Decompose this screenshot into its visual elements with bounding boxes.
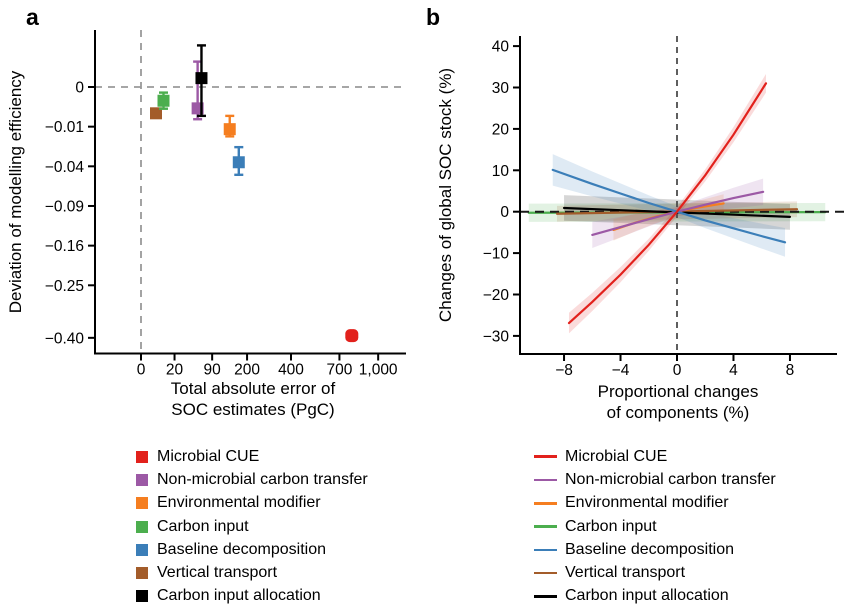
y-tick-label-b: 20 <box>492 121 510 138</box>
marker-square <box>345 329 359 343</box>
x-tick-label-a: 0 <box>137 362 146 379</box>
legend-item-label: Environmental modifier <box>157 494 321 512</box>
legend-item-vertical-transport: Vertical transport <box>534 561 776 584</box>
y-tick-label-a: −0.40 <box>45 330 85 347</box>
legend-item-label: Carbon input <box>565 517 657 535</box>
legend-item-label: Baseline decomposition <box>157 540 326 558</box>
x-tick-label-b: 4 <box>729 362 738 379</box>
y-tick-label-b: −20 <box>483 287 510 304</box>
legend-item-carbon-input-allocation: Carbon input allocation <box>534 585 776 608</box>
legend-item-environmental-modifier: Environmental modifier <box>136 492 368 515</box>
legend-square-swatch-environmental-modifier <box>136 497 148 510</box>
panel-b-letter: b <box>426 4 441 30</box>
legend-item-label: Non-microbial carbon transfer <box>157 470 368 488</box>
y-tick-label-b: 0 <box>500 204 509 221</box>
series-line-microbial-cue <box>567 82 768 325</box>
legend-line-swatch-microbial-cue <box>534 455 557 458</box>
data-point-microbial-cue <box>345 329 359 343</box>
charts-canvas: Deviation of modelling efficiency Total … <box>6 30 846 422</box>
legend-item-label: Carbon input allocation <box>157 587 321 605</box>
x-tick-label-b: 8 <box>786 362 795 379</box>
legend-line-swatch-environmental-modifier <box>534 501 557 505</box>
legend-item-label: Microbial CUE <box>157 447 260 465</box>
legend-item-non-microbial-carbon-transfer: Non-microbial carbon transfer <box>534 468 776 491</box>
panel-b-plot: −8 −4 0 4 8 40 30 20 10 0 −10 −20 −30 <box>483 36 846 379</box>
legend-item-non-microbial-carbon-transfer: Non-microbial carbon transfer <box>136 468 368 491</box>
legend-item-baseline-decomposition: Baseline decomposition <box>534 538 776 561</box>
legend-item-label: Non-microbial carbon transfer <box>565 470 776 488</box>
x-tick-label-a: 90 <box>204 362 222 379</box>
marker-square <box>223 123 236 136</box>
data-point-carbon-input-allocation <box>195 44 208 118</box>
legend-panel-a: Microbial CUE Non-microbial carbon transf… <box>136 445 368 608</box>
legend-line-swatch-vertical-transport <box>534 571 557 575</box>
x-tick-label-b: −4 <box>612 362 630 379</box>
x-tick-label-b: 0 <box>673 362 682 379</box>
legend-line-swatch-carbon-input-allocation <box>534 595 557 598</box>
legend-item-label: Vertical transport <box>157 564 278 582</box>
legend-item-microbial-cue: Microbial CUE <box>534 445 776 468</box>
legend-square-swatch-microbial-cue <box>136 450 148 463</box>
marker-square <box>232 156 245 169</box>
y-tick-label-a: −0.04 <box>45 159 85 176</box>
legend-item-carbon-input-allocation: Carbon input allocation <box>136 585 368 608</box>
y-tick-label-a: −0.25 <box>45 278 84 295</box>
legend-item-label: Environmental modifier <box>565 494 729 512</box>
marker-square <box>150 107 162 120</box>
legend-line-swatch-non-microbial-carbon-transfer <box>534 478 557 482</box>
y-tick-label-b: −10 <box>483 246 510 263</box>
x-tick-label-a: 20 <box>166 362 184 379</box>
legend-square-swatch-baseline-decomposition <box>136 543 148 556</box>
legend-item-environmental-modifier: Environmental modifier <box>534 492 776 515</box>
panel-a-plot: 0 20 90 200 400 700 1,000 0 −0.01 −0.04 −0.09 −0.16… <box>45 30 406 379</box>
ci-band-baseline-decomposition <box>552 154 786 257</box>
x-tick-label-a: 700 <box>326 362 352 379</box>
legend-line-swatch-baseline-decomposition <box>534 548 557 552</box>
y-tick-label-b: 40 <box>492 39 510 56</box>
data-point-environmental-modifier <box>223 114 236 138</box>
legend-line-swatch-carbon-input <box>534 525 557 528</box>
legend-item-label: Microbial CUE <box>565 447 668 465</box>
legend-item-label: Carbon input <box>157 517 249 535</box>
data-point-baseline-decomposition <box>232 145 245 176</box>
y-tick-label-b: 30 <box>492 80 510 97</box>
legend-item-label: Vertical transport <box>565 564 686 582</box>
panel-b-x-axis-title-line2: of components (%) <box>607 403 750 422</box>
y-tick-label-b: 10 <box>492 163 510 180</box>
legend-item-carbon-input: Carbon input <box>534 515 776 538</box>
legend-square-swatch-carbon-input <box>136 520 148 533</box>
legend-panel-b: Microbial CUE Non-microbial carbon transf… <box>534 445 776 608</box>
y-tick-label-a: 0 <box>75 80 84 97</box>
legend-item-microbial-cue: Microbial CUE <box>136 445 368 468</box>
marker-square <box>157 94 170 107</box>
data-point-vertical-transport <box>150 107 162 120</box>
y-tick-label-a: −0.09 <box>45 198 84 215</box>
x-tick-label-a: 400 <box>278 362 304 379</box>
data-point-carbon-input <box>157 91 170 110</box>
panel-b-y-axis-title: Changes of global SOC stock (%) <box>436 68 455 322</box>
marker-square <box>195 72 208 85</box>
legend-item-baseline-decomposition: Baseline decomposition <box>136 538 368 561</box>
legend-square-swatch-vertical-transport <box>136 567 148 580</box>
legend-item-label: Baseline decomposition <box>565 540 734 558</box>
y-tick-label-a: −0.01 <box>45 119 84 136</box>
panel-b-x-axis-title-line1: Proportional changes <box>598 382 759 401</box>
legend-item-carbon-input: Carbon input <box>136 515 368 538</box>
panel-a-letter: a <box>26 4 39 30</box>
legend-square-swatch-carbon-input-allocation <box>136 590 148 603</box>
y-tick-label-a: −0.16 <box>45 238 84 255</box>
ci-band-microbial-cue <box>568 74 766 334</box>
x-tick-label-a: 1,000 <box>359 362 398 379</box>
panel-a-y-axis-title: Deviation of modelling efficiency <box>6 70 25 313</box>
legend-item-vertical-transport: Vertical transport <box>136 561 368 584</box>
y-tick-label-b: −30 <box>483 328 510 345</box>
legend-item-label: Carbon input allocation <box>565 587 729 605</box>
legend-square-swatch-non-microbial-carbon-transfer <box>136 473 148 486</box>
x-tick-label-b: −8 <box>555 362 573 379</box>
panel-a-x-axis-title-line1: Total absolute error of <box>171 379 336 398</box>
x-tick-label-a: 200 <box>234 362 260 379</box>
panel-a-x-axis-title-line2: SOC estimates (PgC) <box>171 400 334 419</box>
